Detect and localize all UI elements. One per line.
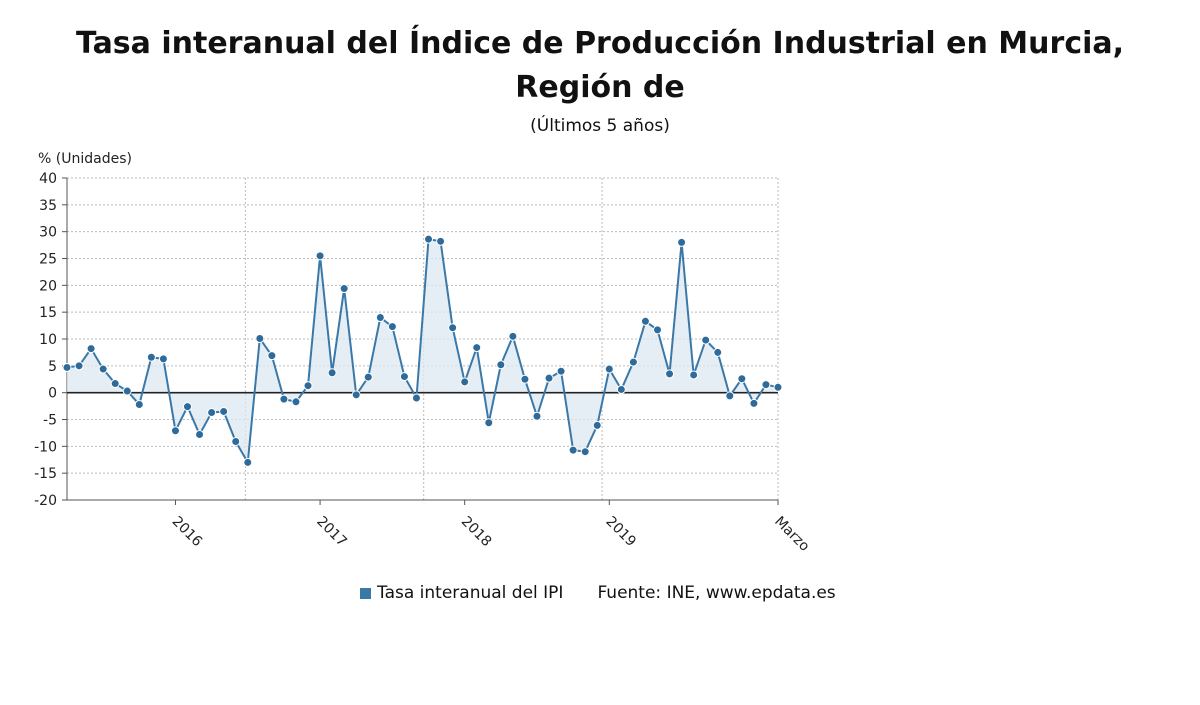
data-point: [460, 377, 470, 387]
data-point: [243, 457, 253, 467]
y-axis-label: % (Unidades): [38, 151, 132, 167]
data-point: [183, 402, 193, 412]
data-point: [448, 323, 458, 333]
data-point: [219, 406, 229, 416]
data-point: [628, 357, 638, 367]
data-point: [387, 322, 397, 332]
y-tick-label: -20: [34, 493, 57, 509]
data-point: [291, 397, 301, 407]
x-tick-label: 2019: [602, 514, 639, 551]
data-point: [315, 251, 325, 261]
y-tick-label: 40: [39, 171, 57, 187]
data-point: [532, 411, 542, 421]
y-tick-label: -15: [34, 466, 57, 482]
data-point: [86, 344, 96, 354]
x-tick-label: Marzo: [771, 514, 812, 555]
data-point: [592, 420, 602, 430]
data-point: [544, 373, 554, 383]
data-point: [146, 352, 156, 362]
data-point: [134, 399, 144, 409]
legend-series-label: Tasa interanual del IPI: [377, 583, 564, 603]
y-tick-label: 0: [48, 386, 57, 402]
data-point: [725, 391, 735, 401]
data-point: [665, 369, 675, 379]
data-point: [556, 366, 566, 376]
data-point: [98, 364, 108, 374]
y-tick-label: 5: [48, 359, 57, 375]
data-point: [303, 381, 313, 391]
x-tick-label: 2016: [169, 514, 206, 551]
data-point: [604, 364, 614, 374]
data-point: [122, 386, 132, 396]
y-tick-label: 25: [39, 252, 57, 268]
chart-title-line1: Tasa interanual del Índice de Producción…: [75, 26, 1125, 61]
y-tick-label: 20: [39, 278, 57, 294]
data-point: [520, 374, 530, 384]
data-point: [231, 437, 241, 447]
data-point: [640, 316, 650, 326]
x-tick-label: 2018: [458, 514, 495, 551]
data-point: [74, 361, 84, 371]
y-tick-label: 15: [39, 305, 57, 321]
data-point: [158, 354, 168, 364]
data-point: [713, 347, 723, 357]
data-point: [411, 393, 421, 403]
data-point: [496, 360, 506, 370]
chart-subtitle: (Últimos 5 años): [530, 116, 670, 136]
data-point: [737, 374, 747, 384]
data-point: [472, 343, 482, 353]
data-point: [677, 237, 687, 247]
data-point: [170, 426, 180, 436]
data-point: [110, 379, 120, 389]
data-point: [363, 372, 373, 382]
data-point: [508, 331, 518, 341]
data-point: [207, 408, 217, 418]
data-point: [255, 333, 265, 343]
data-point: [399, 372, 409, 382]
data-point: [327, 368, 337, 378]
data-point: [773, 382, 783, 392]
chart-title-line2: Región de: [515, 70, 685, 105]
source-text: Fuente: INE, www.epdata.es: [597, 583, 836, 603]
x-tick-label: 2017: [313, 514, 350, 551]
data-point: [761, 380, 771, 390]
data-point: [436, 236, 446, 246]
y-tick-label: 35: [39, 198, 57, 214]
y-tick-label: 30: [39, 225, 57, 241]
data-point: [424, 234, 434, 244]
chart-title: Tasa interanual del Índice de Producción…: [0, 22, 1200, 110]
y-tick-label: -10: [34, 439, 57, 455]
data-point: [749, 398, 759, 408]
data-point: [62, 362, 72, 372]
y-tick-label: 10: [39, 332, 57, 348]
y-tick-label: -5: [43, 413, 57, 429]
data-point: [351, 390, 361, 400]
data-point: [616, 384, 626, 394]
data-point: [652, 325, 662, 335]
legend: Tasa interanual del IPI Fuente: INE, www…: [360, 583, 836, 603]
data-point: [195, 430, 205, 440]
data-point: [279, 394, 289, 404]
data-point: [689, 370, 699, 380]
data-point: [701, 335, 711, 345]
data-point: [339, 284, 349, 294]
data-point: [375, 313, 385, 323]
legend-swatch: [360, 587, 371, 599]
data-point: [484, 418, 494, 428]
data-point: [267, 351, 277, 361]
data-point: [568, 445, 578, 455]
data-point: [580, 447, 590, 457]
